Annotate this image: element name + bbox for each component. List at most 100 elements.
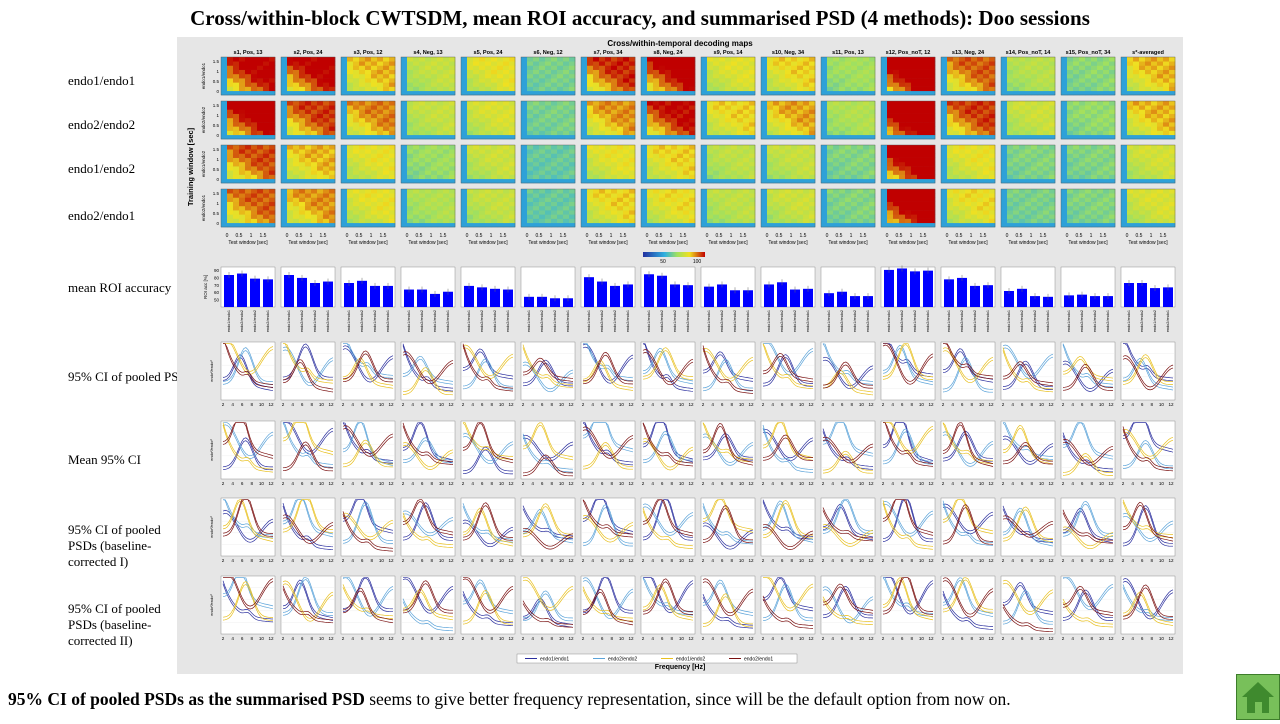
freq-xtick: 4: [1011, 481, 1014, 486]
freq-xtick: 6: [301, 481, 304, 486]
freq-xtick: 2: [1122, 558, 1125, 563]
roi-category-label: endo1/endo2: [1153, 310, 1157, 332]
session-title: s1, Pos, 13: [234, 50, 263, 56]
freq-xtick: 10: [859, 636, 865, 641]
maps-ylabel: Training window [sec]: [186, 127, 195, 206]
legend-entry: endo1/endo1: [540, 657, 569, 663]
roi-bar: [597, 282, 607, 307]
map-xtick: 1: [430, 233, 433, 239]
roi-category-label: endo1/endo2: [733, 310, 737, 332]
roi-category-label: endo2/endo2: [780, 310, 784, 332]
freq-xtick: 12: [988, 481, 994, 486]
roi-ytick: 70: [214, 283, 220, 288]
freq-xtick: 6: [1081, 402, 1084, 407]
freq-xtick: 6: [961, 481, 964, 486]
decoding-map: [881, 189, 935, 227]
freq-xtick: 8: [1151, 558, 1154, 563]
session-title: s12, Pos_noT, 12: [886, 50, 931, 56]
freq-xtick: 2: [282, 402, 285, 407]
freq-xtick: 8: [251, 558, 254, 563]
freq-xtick: 8: [1031, 558, 1034, 563]
freq-xtick: 6: [781, 402, 784, 407]
freq-xtick: 2: [1002, 558, 1005, 563]
freq-xtick: 4: [1071, 481, 1074, 486]
map-ytick: 0: [216, 89, 219, 94]
freq-xtick: 8: [671, 481, 674, 486]
freq-xtick: 6: [421, 481, 424, 486]
freq-xtick: 8: [431, 481, 434, 486]
map-xlabel: Test window [sec]: [408, 240, 448, 246]
map-ytick: 1.5: [213, 103, 220, 108]
freq-xtick: 10: [499, 402, 505, 407]
freq-xtick: 2: [942, 558, 945, 563]
map-xtick: 0.5: [896, 233, 903, 239]
roi-bar: [983, 285, 993, 307]
freq-xtick: 12: [508, 402, 514, 407]
freq-xtick: 10: [799, 402, 805, 407]
roi-category-label: endo2/endo2: [1080, 310, 1084, 332]
roi-category-label: endo2/endo1: [1106, 310, 1110, 332]
roi-category-label: endo1/endo2: [313, 310, 317, 332]
freq-xtick: 4: [591, 481, 594, 486]
home-button[interactable]: [1236, 674, 1280, 720]
freq-xtick: 6: [541, 402, 544, 407]
freq-xtick: 4: [1011, 558, 1014, 563]
freq-xtick: 12: [628, 636, 634, 641]
freq-xtick: 8: [971, 636, 974, 641]
roi-category-label: endo2/endo2: [420, 310, 424, 332]
freq-xtick: 4: [531, 558, 534, 563]
freq-xtick: 8: [611, 558, 614, 563]
map-xtick: 1: [730, 233, 733, 239]
freq-xtick: 12: [988, 558, 994, 563]
map-xtick: 0.5: [836, 233, 843, 239]
decoding-map: [461, 57, 515, 95]
roi-bar: [464, 286, 474, 307]
map-xlabel: Test window [sec]: [468, 240, 508, 246]
freq-xtick: 4: [651, 636, 654, 641]
decoding-map: [641, 101, 695, 139]
map-xlabel: Test window [sec]: [768, 240, 808, 246]
freq-xtick: 4: [591, 402, 594, 407]
roi-bar: [1124, 283, 1134, 307]
freq-xtick: 8: [431, 636, 434, 641]
session-title: s6, Neg, 12: [533, 50, 562, 56]
freq-xtick: 6: [1021, 558, 1024, 563]
freq-xtick: 2: [1062, 481, 1065, 486]
freq-xtick: 4: [711, 636, 714, 641]
freq-xtick: 10: [619, 558, 625, 563]
figure-svg: Cross/within-temporal decoding maps Trai…: [177, 37, 1183, 674]
freq-xtick: 8: [371, 558, 374, 563]
freq-xtick: 12: [268, 558, 274, 563]
freq-xtick: 2: [822, 636, 825, 641]
freq-xtick: 8: [671, 558, 674, 563]
freq-xtick: 6: [841, 402, 844, 407]
map-xtick: 0.5: [296, 233, 303, 239]
map-ytick: 0: [216, 133, 219, 138]
freq-xtick: 8: [251, 636, 254, 641]
freq-xtick: 6: [721, 558, 724, 563]
freq-xtick: 10: [1039, 481, 1045, 486]
roi-bar: [683, 285, 693, 307]
decoding-map: [221, 57, 275, 95]
roi-category-label: endo1/endo1: [1067, 310, 1071, 332]
roi-category-label: endo2/endo2: [540, 310, 544, 332]
freq-xtick: 8: [371, 636, 374, 641]
roi-category-label: endo1/endo1: [1007, 310, 1011, 332]
freq-xtick: 10: [1099, 558, 1105, 563]
freq-xtick: 6: [361, 636, 364, 641]
roi-category-label: endo2/endo2: [900, 310, 904, 332]
freq-xtick: 2: [702, 558, 705, 563]
